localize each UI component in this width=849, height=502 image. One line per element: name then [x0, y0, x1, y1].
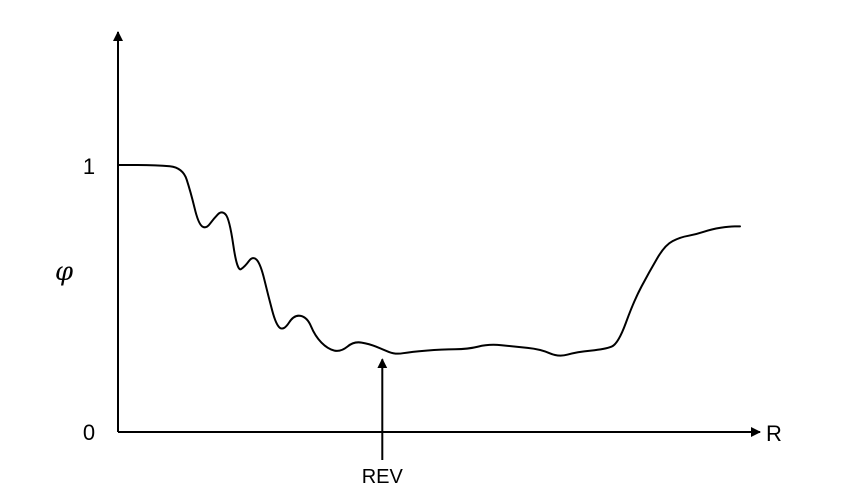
series-line-0 [117, 164, 741, 357]
x-axis-label: R [766, 421, 782, 446]
y-tick-label-0: 0 [83, 420, 95, 445]
y-tick-label-1: 1 [83, 154, 95, 179]
axes [113, 31, 761, 437]
series-group [117, 164, 741, 357]
rev-annotation-label: REV [362, 466, 404, 488]
annotation-group: REV [362, 358, 404, 488]
y-axis-label: φ [55, 257, 74, 287]
